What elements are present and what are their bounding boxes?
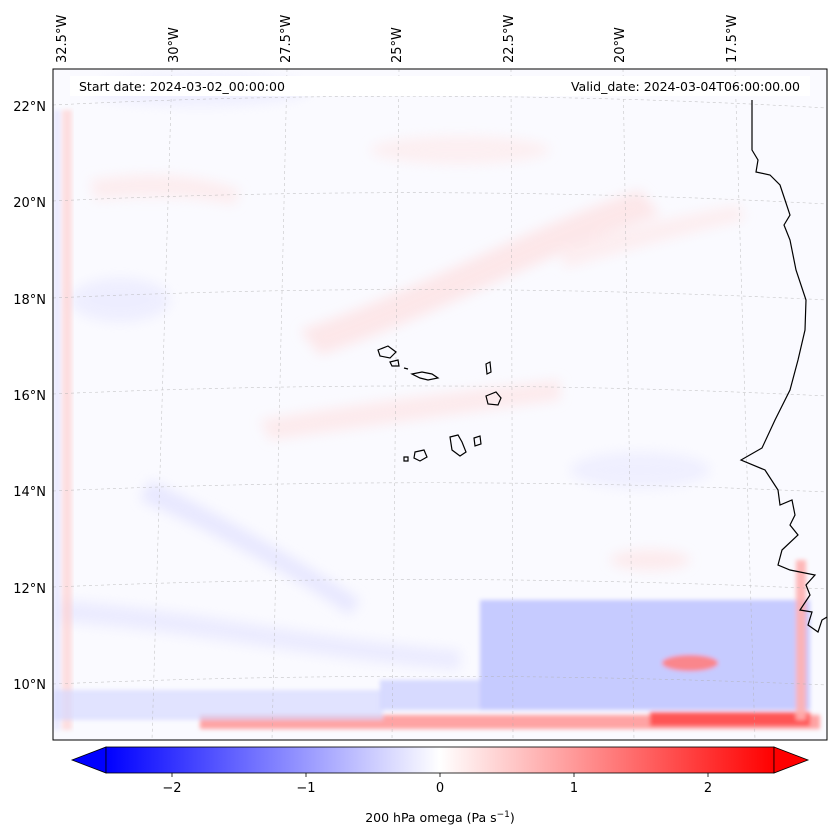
lat-label-20n: 20°N [13, 196, 46, 211]
colorbar-tick-label: 2 [704, 781, 712, 796]
lon-label-30w: 30°W [167, 27, 182, 63]
cape-verde-island-santo-antao [377, 345, 397, 359]
cape-verde-island-maio [473, 435, 482, 447]
cape-verde-island-santa-luzia [403, 367, 409, 370]
longitude-labels: 32.5°W 30°W 27.5°W 25°W 22.5°W 20°W 17.5… [55, 15, 740, 63]
cape-verde-island-sao-nicolau [410, 371, 440, 381]
colorbar-extend-min [70, 746, 107, 774]
lat-label-18n: 18°N [13, 293, 46, 308]
map-panel: Start date: 2024-03-02_00:00:00 Valid_da… [52, 68, 828, 741]
lon-label-20w: 20°W [613, 27, 628, 63]
cape-verde-island-boa-vista [485, 391, 502, 406]
colorbar: −2 −1 0 1 2 200 hPa omega (Pa s−1) [70, 746, 810, 825]
colorbar-tick-labels: −2 −1 0 1 2 [162, 781, 712, 796]
colorbar-bar [105, 746, 775, 774]
coastline [377, 100, 827, 633]
colorbar-tick-label: 1 [570, 781, 578, 796]
lat-label-22n: 22°N [13, 100, 46, 115]
cape-verde-island-brava [403, 456, 409, 462]
cape-verde-island-santiago [449, 434, 467, 457]
cape-verde-island-fogo [413, 449, 428, 462]
gridlines [53, 69, 827, 740]
lon-label-27-5w: 27.5°W [279, 15, 294, 63]
colorbar-tick-label: 0 [436, 781, 444, 796]
lat-label-10n: 10°N [13, 678, 46, 693]
lat-label-14n: 14°N [13, 485, 46, 500]
lon-label-22-5w: 22.5°W [502, 15, 517, 63]
colorbar-label: 200 hPa omega (Pa s−1) [365, 810, 515, 825]
cape-verde-island-sal [485, 361, 492, 375]
map-frame [52, 68, 828, 741]
start-date-label: Start date: 2024-03-02_00:00:00 [79, 79, 285, 94]
colorbar-tick-label: −2 [162, 781, 181, 796]
colorbar-extend-max [773, 746, 810, 774]
cape-verde-island-sao-vicente [389, 359, 400, 367]
latitude-labels: 22°N 20°N 18°N 16°N 14°N 12°N 10°N [13, 100, 46, 693]
lat-label-12n: 12°N [13, 582, 46, 597]
date-label-background [70, 76, 810, 96]
colorbar-tick-label: −1 [296, 781, 315, 796]
colorbar-ticks [171, 773, 709, 777]
lon-label-17-5w: 17.5°W [725, 15, 740, 63]
lon-label-32-5w: 32.5°W [55, 15, 70, 63]
african-coastline [739, 100, 827, 633]
valid-date-label: Valid_date: 2024-03-04T06:00:00.00 [571, 79, 800, 94]
lat-label-16n: 16°N [13, 389, 46, 404]
lon-label-25w: 25°W [390, 27, 405, 63]
